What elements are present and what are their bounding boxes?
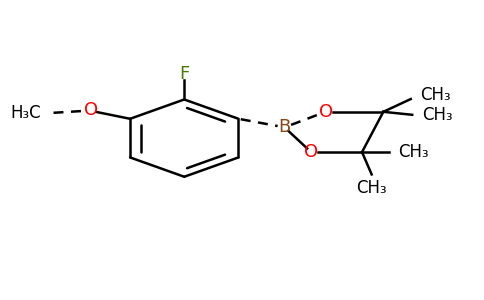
Text: F: F bbox=[179, 65, 189, 83]
Text: CH₃: CH₃ bbox=[422, 106, 453, 124]
Text: B: B bbox=[278, 118, 291, 136]
Text: O: O bbox=[304, 143, 318, 161]
Text: O: O bbox=[84, 101, 99, 119]
Text: O: O bbox=[318, 103, 333, 121]
Text: CH₃: CH₃ bbox=[356, 179, 387, 197]
Text: CH₃: CH₃ bbox=[398, 143, 428, 161]
Text: CH₃: CH₃ bbox=[421, 86, 451, 104]
Text: H₃C: H₃C bbox=[11, 104, 41, 122]
